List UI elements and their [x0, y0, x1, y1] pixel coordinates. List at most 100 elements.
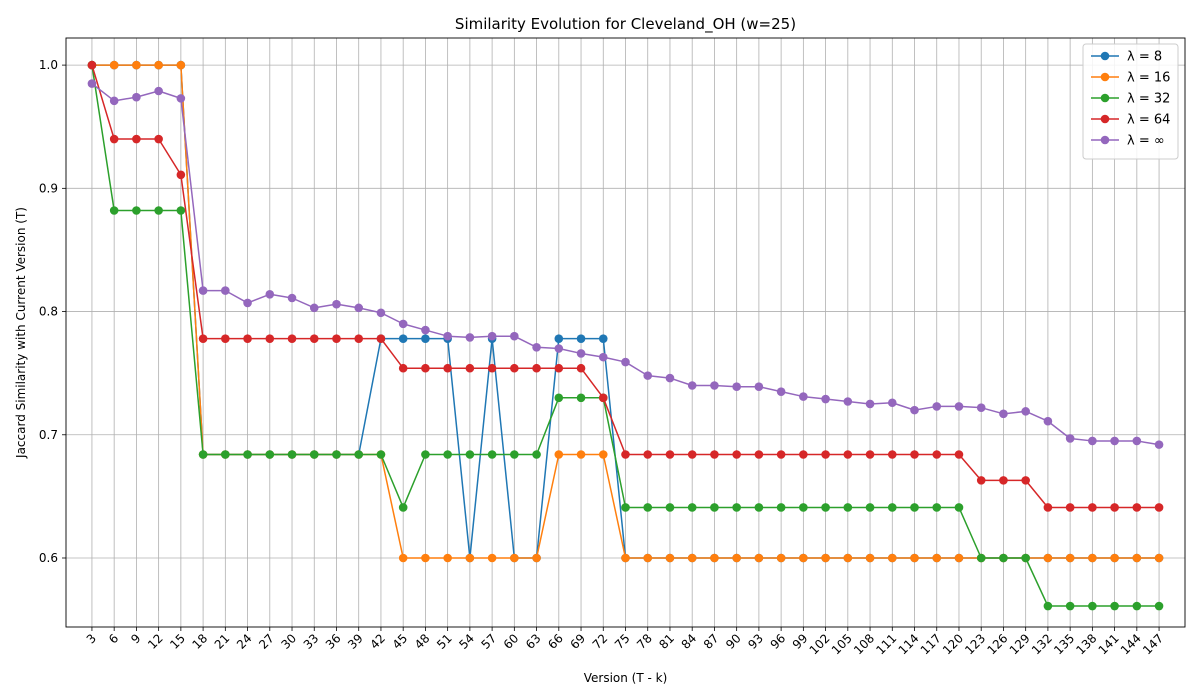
data-point: [87, 60, 97, 70]
data-point: [309, 303, 319, 313]
data-point: [1088, 503, 1097, 512]
data-point: [132, 206, 141, 215]
data-point: [754, 450, 764, 459]
data-point: [443, 553, 452, 563]
series-layer: [87, 60, 1164, 611]
y-tick-label: 0.9: [39, 181, 58, 195]
data-point: [910, 553, 919, 563]
data-point: [1154, 601, 1164, 611]
data-point: [265, 334, 275, 343]
data-point: [554, 344, 564, 353]
data-point: [554, 363, 564, 373]
data-point: [687, 553, 697, 563]
y-tick-label: 0.7: [39, 428, 58, 442]
data-point: [398, 503, 408, 512]
data-point: [732, 450, 741, 459]
data-point: [510, 331, 519, 341]
data-point: [1088, 436, 1097, 446]
data-point: [576, 334, 586, 343]
data-point: [487, 363, 497, 373]
data-point: [510, 553, 519, 563]
data-point: [1132, 436, 1142, 446]
data-point: [687, 503, 697, 512]
legend-label: λ = 32: [1127, 92, 1170, 107]
data-point: [665, 450, 675, 459]
data-point: [287, 293, 297, 303]
data-point: [332, 334, 341, 343]
data-point: [665, 503, 675, 512]
data-point: [443, 450, 452, 459]
data-point: [887, 553, 897, 563]
data-point: [954, 402, 964, 411]
data-point: [176, 94, 186, 103]
data-point: [576, 450, 586, 459]
data-point: [265, 450, 275, 459]
data-point: [421, 334, 430, 343]
data-point: [465, 333, 475, 342]
data-point: [554, 334, 564, 343]
data-point: [354, 303, 364, 313]
data-point: [776, 450, 786, 459]
data-point: [665, 373, 675, 383]
data-point: [154, 134, 163, 144]
y-tick-label: 0.8: [39, 305, 58, 319]
data-point: [821, 553, 830, 563]
data-point: [132, 134, 141, 144]
data-point: [132, 60, 141, 70]
data-point: [154, 206, 163, 215]
data-point: [198, 286, 208, 295]
data-point: [198, 334, 208, 343]
data-point: [221, 286, 230, 295]
data-point: [221, 334, 230, 343]
data-point: [176, 60, 186, 70]
data-point: [821, 450, 830, 459]
data-point: [154, 86, 163, 96]
data-point: [487, 331, 497, 341]
data-point: [865, 450, 875, 459]
data-point: [976, 476, 986, 485]
data-point: [710, 553, 719, 563]
legend-marker: [1100, 51, 1110, 61]
data-point: [109, 134, 119, 144]
data-point: [532, 553, 541, 563]
data-point: [954, 503, 964, 512]
data-point: [1110, 553, 1119, 563]
data-point: [821, 503, 830, 512]
data-point: [1088, 601, 1097, 611]
data-point: [1110, 503, 1119, 512]
data-point: [976, 553, 986, 563]
data-point: [576, 393, 586, 403]
data-point: [465, 450, 475, 459]
data-point: [910, 503, 919, 512]
data-point: [665, 553, 675, 563]
data-point: [910, 450, 919, 459]
data-point: [710, 381, 719, 390]
data-point: [532, 363, 541, 373]
legend-label: λ = 8: [1127, 50, 1162, 65]
data-point: [332, 299, 341, 309]
data-point: [754, 503, 764, 512]
data-point: [132, 92, 141, 102]
data-point: [176, 206, 186, 215]
data-point: [621, 450, 630, 459]
data-point: [1065, 503, 1075, 512]
data-point: [598, 393, 608, 403]
data-point: [87, 79, 97, 88]
data-point: [1110, 601, 1119, 611]
legend: λ = 8 λ = 16 λ = 32 λ = 64 λ = ∞: [1082, 43, 1179, 160]
data-point: [643, 553, 653, 563]
data-point: [865, 399, 875, 409]
data-point: [643, 503, 653, 512]
data-point: [1021, 407, 1030, 416]
data-point: [398, 319, 408, 329]
data-point: [554, 393, 564, 403]
y-tick-label: 0.6: [39, 551, 58, 565]
data-point: [421, 325, 430, 335]
data-point: [309, 450, 319, 459]
data-point: [843, 397, 853, 406]
data-point: [398, 553, 408, 563]
data-point: [576, 363, 586, 373]
data-point: [932, 402, 942, 411]
